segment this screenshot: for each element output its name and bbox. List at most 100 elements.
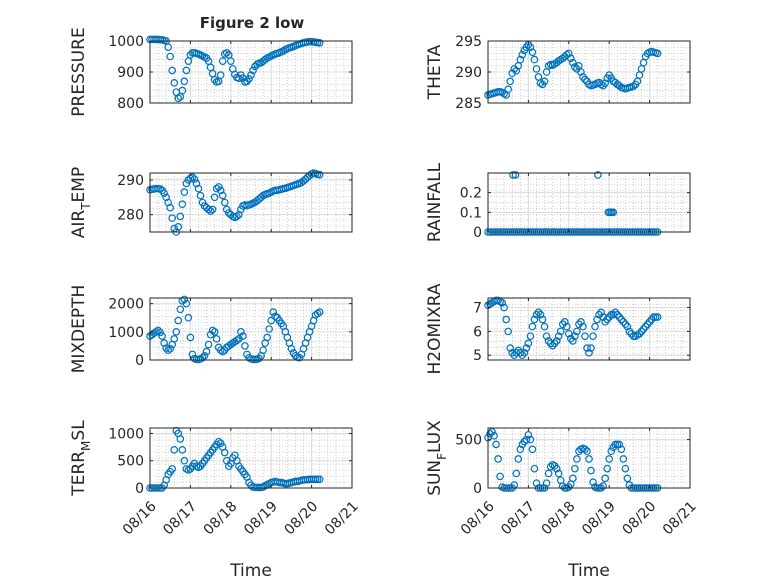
data-point — [617, 315, 626, 324]
data-point — [271, 312, 280, 321]
data-point — [188, 173, 197, 181]
axes-box — [149, 172, 353, 233]
y-axis-label: RAINFALL — [425, 162, 445, 242]
data-point — [587, 466, 595, 475]
data-point — [538, 315, 547, 324]
data-point — [589, 478, 597, 486]
data-point — [516, 349, 525, 357]
data-point — [611, 308, 620, 317]
data-point — [542, 479, 551, 487]
data-point — [196, 191, 205, 200]
data-point — [536, 310, 545, 319]
data-point — [315, 475, 324, 484]
data-point — [263, 333, 271, 342]
series-markers — [146, 426, 324, 492]
data-point — [601, 79, 609, 87]
data-point — [269, 308, 278, 316]
y-axis-label: MIXDEPTH — [69, 285, 89, 374]
data-point — [641, 322, 650, 331]
data-point — [267, 316, 276, 325]
data-point — [605, 455, 614, 463]
x-tick-label: 08/19 — [241, 498, 281, 538]
subplot-5: 5 6 7 H2OMIXRA — [425, 283, 691, 375]
x-tick-label: 08/18 — [539, 498, 579, 538]
data-point — [299, 177, 308, 185]
y-tick-label: 0 — [135, 353, 144, 369]
data-point — [599, 482, 607, 490]
y-tick-label: 800 — [117, 96, 144, 112]
data-point — [496, 472, 504, 481]
data-point — [587, 344, 595, 352]
data-point — [204, 340, 213, 349]
data-point — [208, 326, 217, 335]
data-point — [156, 185, 164, 193]
data-point — [524, 430, 533, 439]
y-tick-label: 7 — [473, 301, 482, 317]
y-tick-label: 900 — [117, 65, 144, 81]
data-point — [174, 222, 183, 231]
y-tick-label: 0 — [473, 481, 482, 497]
data-point — [220, 198, 229, 207]
y-tick-label: 1000 — [108, 34, 144, 50]
data-point — [233, 336, 241, 345]
data-point — [532, 479, 541, 487]
data-point — [170, 335, 179, 343]
y-tick-label: 0 — [473, 225, 482, 241]
data-point — [637, 327, 646, 336]
data-point — [603, 464, 611, 473]
data-point — [581, 445, 589, 454]
y-axis-label: THETA — [425, 44, 445, 100]
data-point — [233, 212, 241, 221]
data-point — [534, 308, 543, 317]
data-point — [615, 313, 624, 321]
data-point — [540, 322, 549, 331]
data-point — [550, 339, 559, 348]
subplot-1: 285 290 295 THETA — [425, 34, 691, 112]
data-point — [174, 94, 183, 103]
data-point — [315, 308, 324, 316]
subplot-7: 0 500 08/16 08/17 08/18 08/19 08/20 08/21 Time SU… — [425, 420, 700, 581]
data-point — [490, 431, 498, 440]
data-point — [516, 445, 525, 454]
y-axis-label: AIRTEMP — [69, 167, 93, 238]
data-point — [577, 68, 585, 76]
y-tick-label: 5 — [473, 348, 482, 364]
data-point — [265, 325, 273, 333]
data-point — [595, 310, 603, 319]
y-tick-label: 0.1 — [460, 205, 482, 221]
x-tick-label: 08/16 — [458, 498, 498, 538]
data-point — [581, 75, 589, 84]
y-tick-label: 0 — [135, 481, 144, 497]
x-tick-label: 08/19 — [579, 498, 619, 538]
data-point — [488, 428, 496, 436]
x-tick-label: 08/20 — [620, 498, 660, 538]
y-tick-label: 280 — [117, 208, 144, 224]
data-point — [178, 200, 187, 209]
data-point — [623, 322, 632, 331]
data-point — [653, 49, 662, 58]
data-point — [216, 71, 225, 79]
data-point — [542, 332, 551, 340]
subplot-6: 0 500 1000 08/16 08/17 08/18 08/19 08/20 08/21 Ti… — [69, 420, 362, 581]
data-point — [208, 205, 217, 214]
axes-box — [149, 297, 353, 361]
data-point — [178, 446, 187, 454]
data-point — [188, 350, 197, 359]
data-point — [518, 351, 527, 360]
x-tick-label: 08/18 — [201, 498, 241, 538]
figure-title: Figure 2 low — [200, 14, 305, 32]
data-point — [571, 332, 579, 340]
data-point — [526, 43, 535, 52]
data-point — [518, 50, 527, 59]
data-point — [216, 439, 225, 448]
data-point — [216, 346, 225, 354]
data-point — [522, 344, 531, 352]
data-point — [544, 469, 553, 478]
data-point — [492, 440, 500, 449]
data-point — [607, 447, 616, 456]
data-point — [170, 446, 179, 454]
data-point — [629, 82, 638, 91]
y-tick-label: 1000 — [108, 426, 144, 442]
data-point — [528, 48, 537, 56]
data-point — [511, 171, 520, 179]
